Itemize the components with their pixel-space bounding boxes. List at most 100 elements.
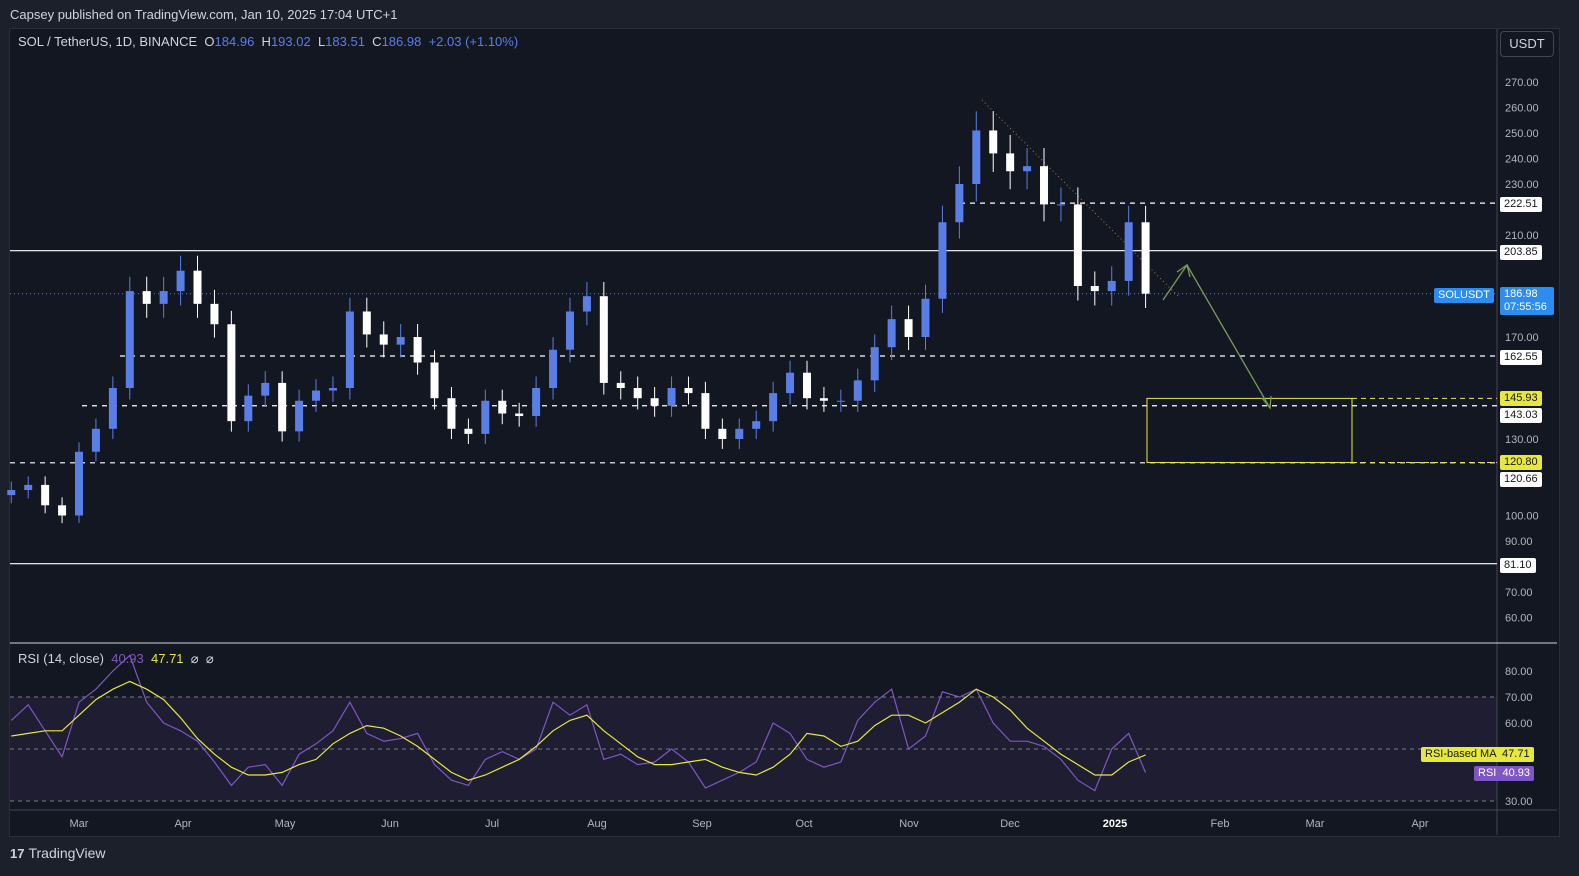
chart-frame[interactable] bbox=[9, 28, 1560, 837]
rsi-ma-value: 47.71 bbox=[151, 651, 184, 666]
candle-body bbox=[176, 270, 185, 292]
candle-body bbox=[1124, 222, 1133, 281]
candle-body bbox=[904, 319, 913, 337]
candle-body bbox=[91, 428, 100, 452]
time-tick-label: Sep bbox=[692, 818, 712, 830]
time-tick-label: Mar bbox=[1306, 818, 1325, 830]
change-value: +2.03 (+1.10%) bbox=[428, 34, 519, 49]
currency-button[interactable]: USDT bbox=[1500, 31, 1554, 57]
tradingview-logo[interactable]: 17 TradingView bbox=[10, 845, 106, 861]
open-value: 184.96 bbox=[214, 34, 255, 49]
rsi-tag-label: RSI bbox=[1478, 767, 1497, 779]
candle-body bbox=[565, 311, 574, 350]
candle-body bbox=[498, 400, 507, 414]
close-label: C bbox=[372, 34, 382, 49]
candle-body bbox=[515, 413, 524, 417]
candle-body bbox=[481, 400, 490, 434]
candle-body bbox=[1073, 204, 1082, 286]
price-tick-label: 60.00 bbox=[1505, 613, 1533, 625]
candle-body bbox=[887, 319, 896, 348]
candle-body bbox=[836, 400, 845, 402]
candle-body bbox=[379, 334, 388, 345]
time-tick-label: Apr bbox=[1411, 818, 1428, 830]
candle-body bbox=[1006, 153, 1015, 172]
time-tick-label: Apr bbox=[174, 818, 191, 830]
candle-body bbox=[75, 451, 83, 516]
candle-body bbox=[650, 398, 659, 406]
last-price: 186.98 bbox=[1504, 288, 1538, 300]
rsi-ma-line bbox=[11, 680, 1146, 781]
candle-body bbox=[667, 388, 676, 406]
rsi-tick-label: 70.00 bbox=[1505, 692, 1533, 704]
symbol-name: SOL / TetherUS, 1D, BINANCE bbox=[18, 34, 198, 49]
candle-body bbox=[870, 347, 879, 381]
time-tick-label: Jul bbox=[485, 818, 499, 830]
candle-body bbox=[1056, 204, 1065, 206]
zone-bottom-tag: 120.80 bbox=[1500, 455, 1542, 470]
time-tick-label: Jun bbox=[381, 818, 399, 830]
time-tick-label: Dec bbox=[1000, 818, 1020, 830]
countdown: 07:55:56 bbox=[1504, 301, 1547, 313]
low-value: 183.51 bbox=[325, 34, 365, 49]
zone-top-tag: 145.93 bbox=[1500, 391, 1542, 406]
time-tick-label: Aug bbox=[587, 818, 607, 830]
level-tag-120: 120.66 bbox=[1500, 472, 1542, 487]
projection-path bbox=[1162, 263, 1271, 409]
candle-body bbox=[159, 291, 168, 304]
symbol-legend: SOL / TetherUS, 1D, BINANCE O184.96 H193… bbox=[18, 34, 518, 49]
tv-logo-icon: 17 bbox=[10, 845, 25, 861]
candle-body bbox=[41, 484, 50, 506]
price-tick-label: 270.00 bbox=[1505, 77, 1539, 89]
candle-body bbox=[227, 324, 236, 422]
candle-body bbox=[955, 184, 964, 223]
candle-body bbox=[278, 382, 287, 432]
candle-body bbox=[142, 291, 151, 304]
low-label: L bbox=[317, 34, 326, 49]
candle-body bbox=[1040, 166, 1049, 205]
price-tick-label: 230.00 bbox=[1505, 179, 1539, 191]
candle-body bbox=[1141, 222, 1150, 294]
rsi-ma-tag-value: 47.71 bbox=[1502, 748, 1530, 760]
candle-body bbox=[244, 395, 253, 422]
price-tick-label: 90.00 bbox=[1505, 536, 1533, 548]
candle-body bbox=[972, 130, 981, 184]
time-tick-label: May bbox=[275, 818, 296, 830]
candle-body bbox=[701, 393, 710, 429]
open-label: O bbox=[204, 34, 215, 49]
time-tick-label: 2025 bbox=[1103, 818, 1127, 830]
price-tick-label: 210.00 bbox=[1505, 230, 1539, 242]
symbol-tag: SOLUSDT bbox=[1434, 288, 1494, 303]
last-price-tag: 186.98 07:55:56 bbox=[1500, 287, 1554, 315]
visibility-icon[interactable]: ⌀ bbox=[190, 651, 199, 666]
candle-body bbox=[549, 349, 558, 388]
close-value: 186.98 bbox=[381, 34, 422, 49]
target-zone-box bbox=[1146, 397, 1353, 463]
candle-body bbox=[362, 311, 371, 335]
candle-body bbox=[616, 382, 625, 388]
rsi-ma-label: RSI-based MA bbox=[1425, 748, 1496, 760]
candle-body bbox=[210, 303, 219, 325]
candle-body bbox=[786, 372, 795, 394]
price-tick-label: 100.00 bbox=[1505, 511, 1539, 523]
candle-body bbox=[718, 428, 727, 439]
candle-body bbox=[430, 362, 439, 399]
arrow-down-icon bbox=[1261, 395, 1272, 410]
level-tag-81: 81.10 bbox=[1500, 558, 1536, 573]
visibility-icon[interactable]: ⌀ bbox=[205, 651, 214, 666]
candle-body bbox=[769, 393, 778, 422]
candle-body bbox=[921, 298, 930, 337]
candle-body bbox=[1023, 166, 1032, 172]
candle-body bbox=[735, 428, 744, 439]
candle-body bbox=[108, 388, 117, 429]
candle-body bbox=[193, 270, 202, 304]
candle-body bbox=[125, 291, 134, 388]
candle-body bbox=[532, 388, 541, 417]
candle-body bbox=[7, 490, 16, 496]
candle-body bbox=[1107, 280, 1116, 292]
high-label: H bbox=[261, 34, 271, 49]
brand-name: TradingView bbox=[28, 845, 106, 861]
candle-body bbox=[802, 372, 811, 399]
price-tick-label: 70.00 bbox=[1505, 587, 1533, 599]
candle-body bbox=[24, 484, 33, 490]
